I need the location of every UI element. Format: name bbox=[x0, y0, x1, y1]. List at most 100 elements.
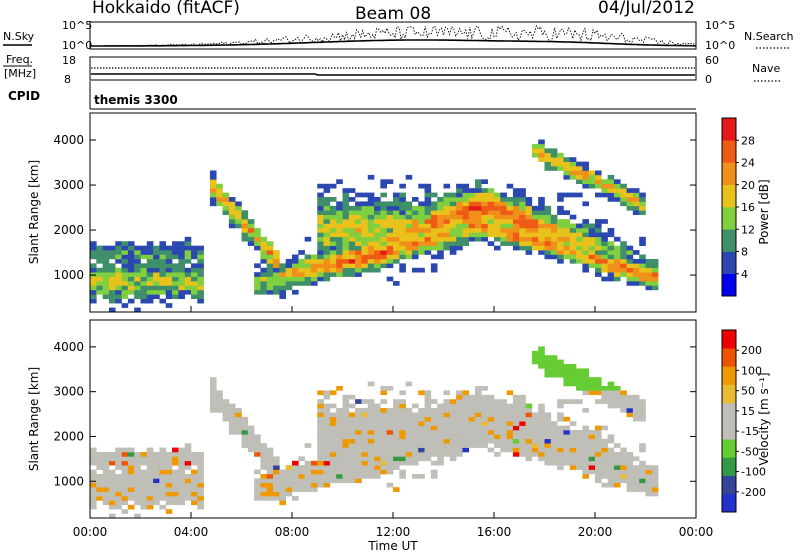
colorbar-tick-label: -50 bbox=[741, 445, 759, 458]
power-cell bbox=[475, 179, 482, 185]
power-cell bbox=[424, 223, 432, 229]
velocity-cell bbox=[342, 443, 350, 448]
velocity-cell bbox=[437, 447, 444, 453]
power-cell bbox=[449, 241, 457, 246]
colorbar-swatch bbox=[722, 402, 736, 422]
velocity-cell bbox=[216, 394, 223, 400]
velocity-cell bbox=[645, 478, 653, 484]
power-cell bbox=[531, 152, 539, 158]
velocity-cell bbox=[374, 469, 381, 475]
velocity-cell bbox=[550, 456, 558, 462]
velocity-cell bbox=[96, 487, 103, 492]
power-cell bbox=[569, 214, 577, 220]
velocity-cell bbox=[626, 399, 634, 404]
velocity-cell bbox=[494, 425, 501, 431]
power-cell bbox=[121, 250, 129, 255]
power-cell bbox=[424, 236, 432, 242]
power-cell bbox=[115, 285, 122, 291]
power-cell bbox=[140, 245, 148, 251]
velocity-cell bbox=[481, 394, 488, 400]
power-cell bbox=[260, 241, 268, 246]
power-cell bbox=[411, 267, 419, 273]
velocity-cell bbox=[512, 399, 520, 404]
velocity-cell bbox=[121, 447, 129, 453]
power-cell bbox=[500, 236, 507, 242]
power-cell bbox=[563, 219, 571, 224]
velocity-cell bbox=[273, 465, 280, 470]
velocity-cell bbox=[588, 452, 596, 457]
velocity-cell bbox=[393, 460, 400, 466]
velocity-cell bbox=[456, 425, 463, 431]
power-cell bbox=[127, 267, 135, 273]
velocity-cell bbox=[437, 438, 444, 444]
velocity-cell bbox=[651, 487, 659, 492]
power-cell bbox=[184, 245, 192, 251]
power-cell bbox=[228, 210, 236, 216]
velocity-cell bbox=[323, 394, 331, 400]
velocity-cell bbox=[342, 408, 350, 413]
velocity-cell bbox=[310, 465, 318, 470]
velocity-cell bbox=[241, 434, 249, 440]
velocity-cell bbox=[569, 452, 577, 457]
power-cell bbox=[613, 236, 621, 242]
y-tick-label: 4000 bbox=[53, 340, 84, 354]
power-cell bbox=[317, 254, 324, 260]
power-cell bbox=[424, 219, 432, 224]
power-cell bbox=[475, 201, 482, 207]
velocity-cell bbox=[342, 465, 350, 470]
velocity-cell bbox=[323, 390, 331, 396]
velocity-cell bbox=[102, 482, 110, 488]
power-cell bbox=[386, 210, 394, 216]
freq-series-line bbox=[91, 73, 695, 76]
power-cell bbox=[178, 276, 185, 282]
velocity-cell bbox=[108, 487, 116, 492]
velocity-cell bbox=[424, 425, 432, 431]
velocity-cell bbox=[544, 438, 552, 444]
velocity-cell bbox=[632, 412, 640, 418]
power-cell bbox=[468, 223, 476, 229]
power-cell bbox=[90, 250, 97, 255]
velocity-cell bbox=[191, 452, 198, 457]
power-cell bbox=[172, 276, 179, 282]
power-cell bbox=[538, 236, 545, 242]
power-cell bbox=[102, 294, 110, 300]
power-cell bbox=[342, 210, 350, 216]
velocity-cell bbox=[336, 460, 343, 466]
colorbar-swatch bbox=[722, 384, 736, 404]
velocity-cell bbox=[197, 469, 204, 475]
velocity-cell bbox=[342, 412, 350, 418]
power-cell bbox=[336, 214, 343, 220]
power-cell bbox=[645, 285, 653, 291]
velocity-cell bbox=[494, 434, 501, 440]
velocity-cell bbox=[115, 474, 122, 479]
velocity-cell bbox=[260, 443, 268, 448]
power-cell bbox=[632, 197, 640, 202]
power-cell bbox=[317, 192, 324, 198]
power-cell bbox=[563, 157, 571, 162]
power-cell bbox=[361, 241, 369, 246]
power-cell bbox=[386, 201, 394, 207]
velocity-cell bbox=[90, 452, 97, 457]
power-cell bbox=[90, 281, 97, 286]
velocity-cell bbox=[519, 421, 526, 426]
velocity-cell bbox=[134, 452, 141, 457]
velocity-cell bbox=[525, 438, 533, 444]
velocity-cell bbox=[582, 447, 589, 453]
velocity-cell bbox=[525, 430, 533, 435]
velocity-cell bbox=[595, 469, 602, 475]
velocity-cell bbox=[563, 377, 571, 382]
power-cell bbox=[601, 219, 608, 224]
velocity-cell bbox=[557, 403, 564, 409]
power-cell bbox=[292, 267, 299, 273]
velocity-cell bbox=[159, 452, 167, 457]
velocity-cell bbox=[399, 443, 406, 448]
velocity-cell bbox=[538, 364, 545, 369]
power-cell bbox=[544, 157, 552, 162]
velocity-cell bbox=[525, 443, 533, 448]
velocity-cell bbox=[437, 421, 444, 426]
velocity-cell bbox=[588, 386, 596, 391]
power-cell bbox=[538, 245, 545, 251]
velocity-cell bbox=[108, 496, 116, 501]
power-cell bbox=[386, 214, 394, 220]
power-cell bbox=[393, 205, 400, 211]
